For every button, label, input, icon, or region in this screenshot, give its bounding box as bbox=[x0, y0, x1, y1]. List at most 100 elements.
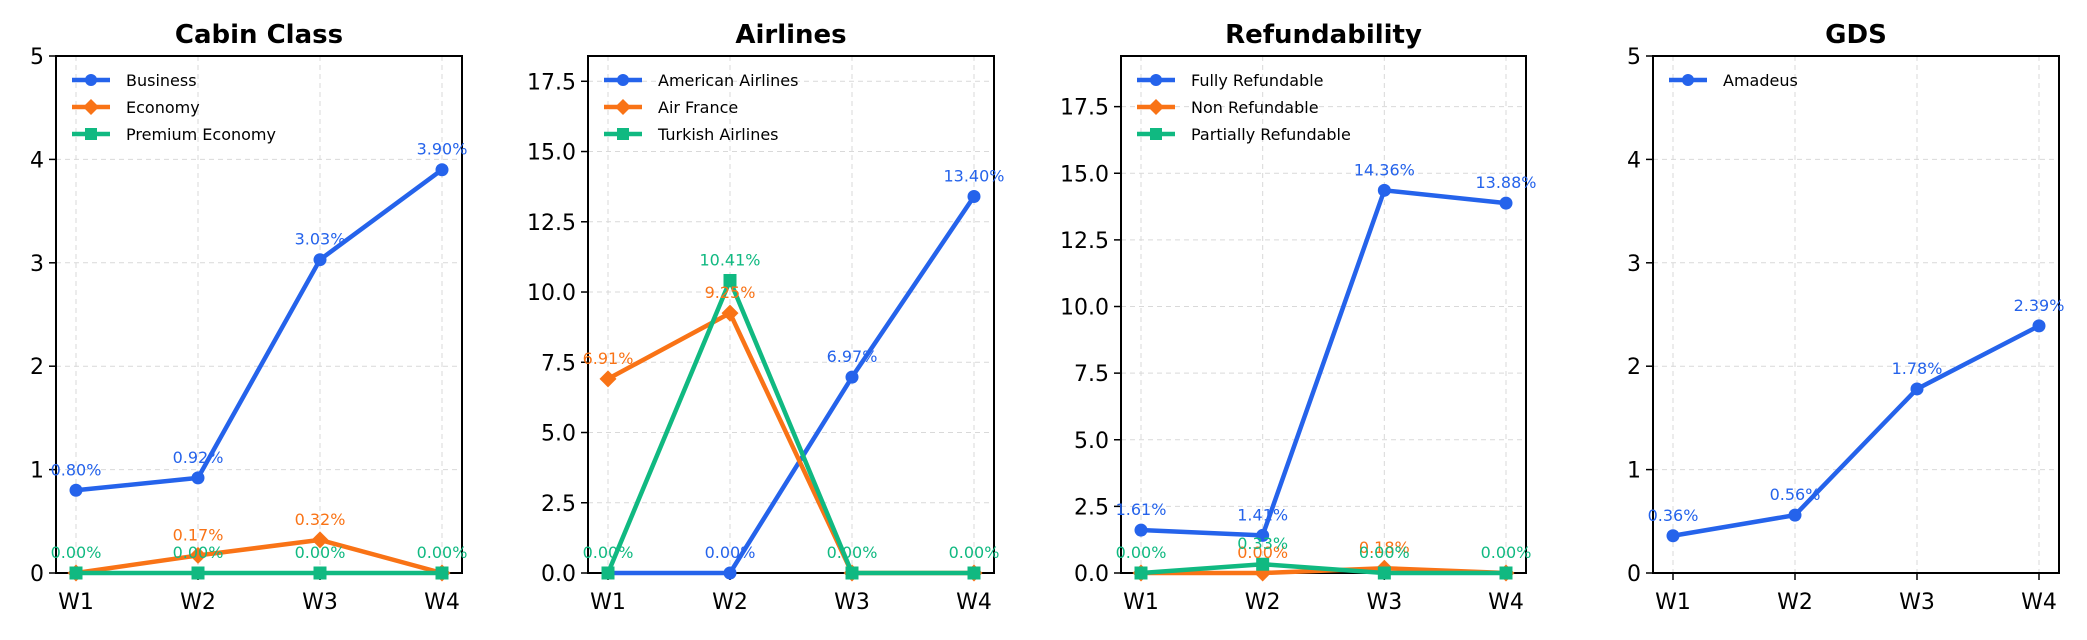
legend: Fully Refundable Non Refundable Partially … bbox=[1137, 71, 1351, 144]
y-tick-label: 5 bbox=[1627, 45, 1641, 70]
data-point bbox=[599, 370, 617, 388]
y-tick-label: 1 bbox=[30, 459, 44, 484]
data-point bbox=[189, 546, 207, 564]
y-tick-label: 10.0 bbox=[527, 281, 576, 306]
data-label: 0.00% bbox=[827, 543, 878, 562]
data-label: 0.33% bbox=[1237, 534, 1288, 553]
data-point bbox=[1910, 382, 1924, 396]
y-tick-label: 3 bbox=[30, 252, 44, 277]
y-tick-label: 17.5 bbox=[1060, 96, 1109, 121]
data-point bbox=[721, 304, 739, 322]
data-point bbox=[1377, 183, 1391, 197]
data-label: 0.00% bbox=[705, 543, 756, 562]
legend-label: American Airlines bbox=[658, 71, 798, 90]
chart-panel-1: 0 1 2 3 4 5 W1 W2 W3 W4 Cabin Class 0.80% 0.92% 3.03%… bbox=[30, 20, 467, 615]
chart-panel-2: 0.0 2.5 5.0 7.5 10.0 12.5 15.0 17.5 W1 W2 W3 W4 Airl… bbox=[527, 20, 1004, 615]
data-point bbox=[191, 471, 205, 485]
x-tick-label: W1 bbox=[1655, 590, 1691, 615]
data-point bbox=[723, 566, 737, 580]
legend-label: Premium Economy bbox=[126, 125, 276, 144]
x-tick-label: W4 bbox=[424, 590, 460, 615]
data-label: 0.00% bbox=[51, 543, 102, 562]
x-tick-label: W2 bbox=[712, 590, 748, 615]
data-label: 0.18% bbox=[1359, 538, 1410, 557]
data-label: 10.41% bbox=[699, 251, 760, 270]
data-label: 0.00% bbox=[417, 543, 468, 562]
data-label: 0.56% bbox=[1770, 485, 1821, 504]
series-line bbox=[608, 195, 976, 576]
y-tick-label: 0.0 bbox=[541, 562, 576, 587]
data-label: 0.92% bbox=[173, 448, 224, 467]
series-line bbox=[1140, 188, 1507, 538]
y-tick-label: 4 bbox=[30, 148, 44, 173]
data-label: 3.03% bbox=[295, 230, 346, 249]
data-label: 6.91% bbox=[583, 349, 634, 368]
x-tick-label: W4 bbox=[2021, 590, 2057, 615]
x-tick-label: W3 bbox=[302, 590, 338, 615]
series-line bbox=[605, 278, 974, 576]
data-label: 0.00% bbox=[173, 543, 224, 562]
y-tick-label: 3 bbox=[1627, 252, 1641, 277]
y-tick-label: 15.0 bbox=[527, 141, 576, 166]
legend-marker bbox=[617, 128, 629, 140]
data-label: 3.90% bbox=[417, 140, 468, 159]
y-tick-label: 1 bbox=[1627, 459, 1641, 484]
series-1 bbox=[1666, 319, 2046, 543]
legend-label: Partially Refundable bbox=[1191, 125, 1351, 144]
data-point bbox=[1499, 566, 1513, 580]
data-point bbox=[313, 566, 327, 580]
series-line bbox=[75, 537, 443, 576]
data-label: 0.80% bbox=[51, 460, 102, 479]
legend: American Airlines Air France Turkish Airli… bbox=[604, 71, 798, 144]
data-label: 0.00% bbox=[949, 543, 1000, 562]
legend-label: Turkish Airlines bbox=[657, 125, 779, 144]
data-label: 0.36% bbox=[1648, 506, 1699, 525]
y-tick-label: 5.0 bbox=[541, 422, 576, 447]
legend-label: Business bbox=[126, 71, 197, 90]
y-tick-label: 5.0 bbox=[1074, 429, 1109, 454]
series-2 bbox=[599, 304, 983, 582]
y-tick-label: 5 bbox=[30, 45, 44, 70]
data-label: 0.00% bbox=[1237, 543, 1288, 562]
legend: Business Economy Premium Economy bbox=[72, 71, 276, 144]
data-label: 1.61% bbox=[1116, 500, 1167, 519]
y-tick-label: 4 bbox=[1627, 148, 1641, 173]
data-point bbox=[1134, 523, 1148, 537]
data-point bbox=[311, 531, 329, 549]
legend-marker bbox=[1682, 74, 1694, 86]
data-label: 13.88% bbox=[1475, 173, 1536, 192]
data-point bbox=[967, 189, 981, 203]
y-tick-label: 2 bbox=[1627, 355, 1641, 380]
x-tick-label: W3 bbox=[834, 590, 870, 615]
data-point bbox=[1377, 566, 1391, 580]
y-tick-label: 2.5 bbox=[541, 492, 576, 517]
series-1 bbox=[69, 163, 449, 497]
data-point bbox=[191, 566, 205, 580]
legend-marker bbox=[1150, 128, 1162, 140]
chart-title: Cabin Class bbox=[175, 20, 343, 50]
x-tick-label: W3 bbox=[1899, 590, 1935, 615]
y-tick-label: 7.5 bbox=[1074, 362, 1109, 387]
legend-label: Fully Refundable bbox=[1191, 71, 1323, 90]
y-tick-label: 10.0 bbox=[1060, 296, 1109, 321]
data-point bbox=[69, 483, 83, 497]
data-label: 6.97% bbox=[827, 347, 878, 366]
y-tick-label: 17.5 bbox=[527, 70, 576, 95]
plot-frame bbox=[587, 55, 995, 574]
data-label: 13.40% bbox=[943, 166, 1004, 185]
legend-marker bbox=[617, 74, 629, 86]
x-tick-label: W3 bbox=[1366, 590, 1402, 615]
legend-marker bbox=[1148, 99, 1164, 115]
data-point bbox=[1788, 508, 1802, 522]
legend-label: Air France bbox=[658, 98, 738, 117]
chart-panel-4: 0 1 2 3 4 5 W1 W2 W3 W4 GDS 0.36% 0.56% 1.78% 2.39% Ama… bbox=[1627, 20, 2064, 615]
data-label: 0.00% bbox=[1481, 543, 1532, 562]
series-3 bbox=[601, 274, 981, 580]
data-label: 0.00% bbox=[1359, 543, 1410, 562]
series-line bbox=[75, 167, 444, 493]
y-tick-label: 12.5 bbox=[1060, 229, 1109, 254]
x-tick-label: W2 bbox=[1777, 590, 1813, 615]
data-point bbox=[1256, 528, 1270, 542]
data-point bbox=[845, 566, 859, 580]
